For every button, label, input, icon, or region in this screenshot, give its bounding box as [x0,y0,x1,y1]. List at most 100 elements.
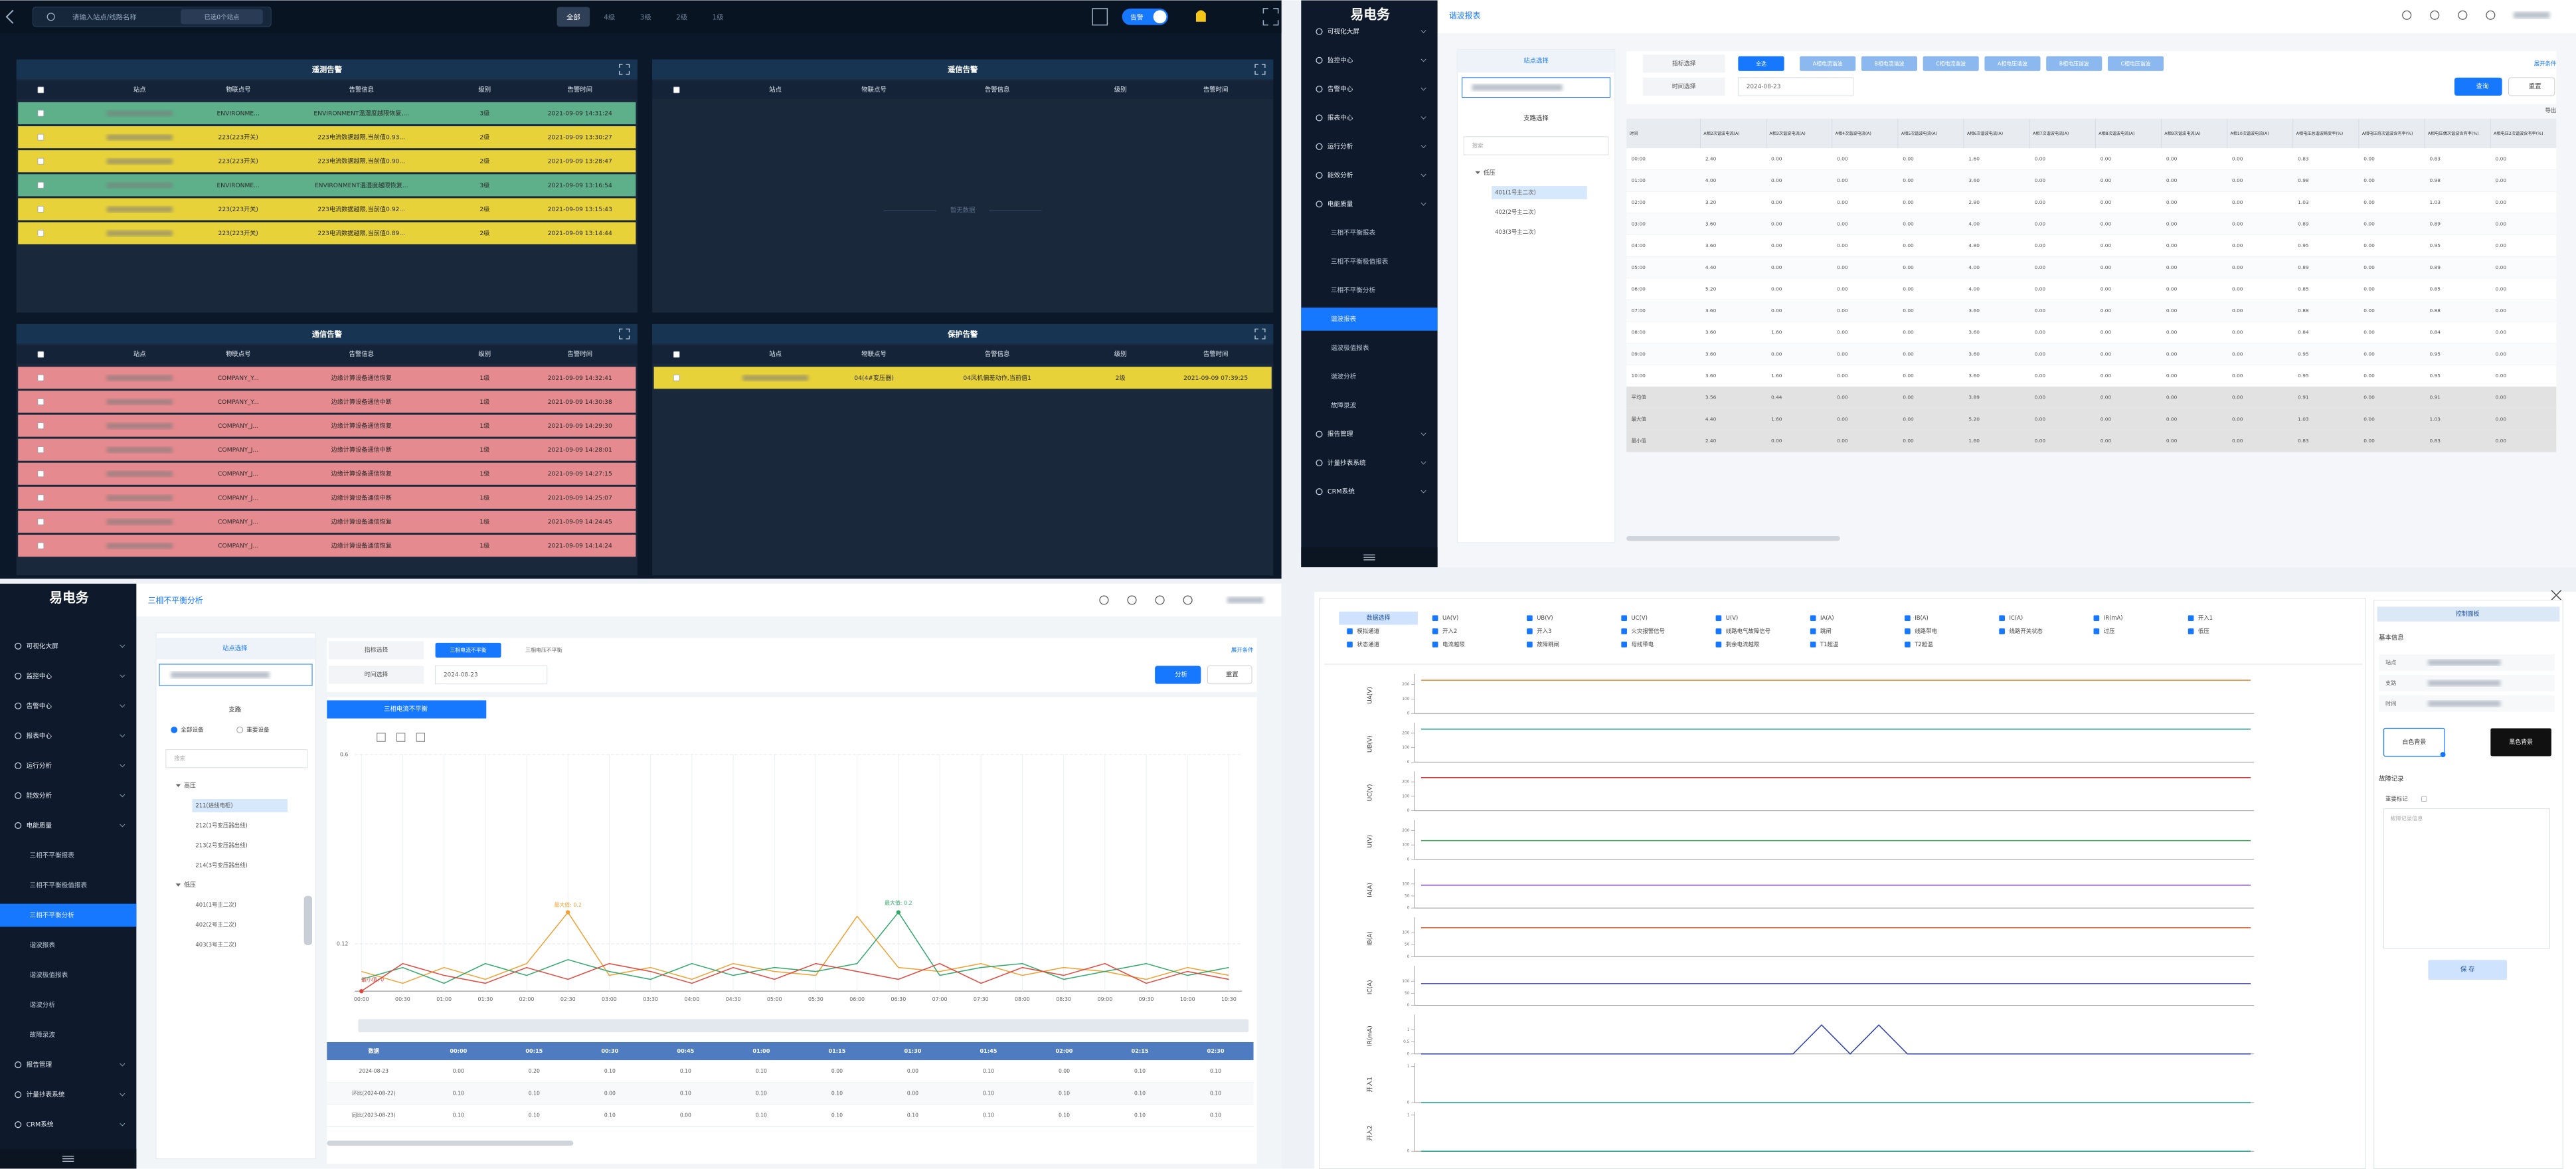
menu-item[interactable]: 计量抄表系统 [27,1091,65,1099]
metric-chip-text[interactable]: 三相电压不平衡 [525,646,562,653]
tree-node[interactable]: 403(3号主二次) [195,941,236,948]
checkbox[interactable] [37,542,44,549]
checkbox[interactable] [37,399,44,405]
reset-button[interactable] [2508,77,2555,96]
menu-item[interactable]: CRM系统 [27,1121,54,1128]
tree-node[interactable]: 401(1号主二次) [195,901,236,908]
white-bg-button[interactable] [2383,727,2445,757]
calendar-icon[interactable] [1092,8,1108,26]
checkbox[interactable] [1810,641,1816,648]
tree-node[interactable]: 211(进线电柜) [195,802,232,808]
fullscreen-icon[interactable] [1262,8,1279,26]
metric-chip[interactable] [2046,56,2103,71]
checkbox[interactable] [1621,641,1627,648]
menu-item[interactable]: 报告管理 [1328,430,1353,438]
tree-node[interactable]: 214(3号变压器出线) [195,861,247,868]
checkbox[interactable] [1432,615,1438,622]
checkbox[interactable] [1432,628,1438,634]
submenu-item[interactable]: 谐波分析 [1331,373,1357,381]
checkbox[interactable] [37,157,44,165]
checkbox[interactable] [1715,615,1722,622]
export-link[interactable]: 导出 [2545,107,2557,114]
checkbox[interactable] [1527,641,1533,648]
submenu-item[interactable]: 三相不平衡报表 [30,852,75,859]
checkbox[interactable] [673,86,680,94]
submenu-item[interactable]: 谐波极值报表 [1331,344,1369,352]
menu-item[interactable]: 可视化大屏 [27,642,58,650]
checkbox[interactable] [1905,615,1911,622]
query-button[interactable] [2454,77,2502,96]
expand-link[interactable]: 展开条件 [1231,646,1254,653]
black-bg-button[interactable] [2490,728,2551,757]
header-icon[interactable] [1127,595,1137,605]
submenu-item[interactable]: 谐波分析 [30,1001,56,1009]
reset-button[interactable] [1207,665,1252,685]
checkbox[interactable] [1999,628,2005,634]
checkbox[interactable] [1432,641,1438,648]
menu-item[interactable]: 报告管理 [27,1061,52,1069]
checkbox[interactable] [673,351,680,358]
submenu-item[interactable]: 谐波报表 [1331,315,1357,323]
radio[interactable] [236,726,244,733]
level-tab[interactable]: 3级 [640,14,652,22]
toolbar-icon[interactable] [377,733,386,742]
header-icon[interactable] [1099,595,1109,605]
checkbox[interactable] [1621,628,1627,634]
expand-link[interactable]: 展开条件 [2534,60,2557,66]
submenu-item[interactable]: 三相不平衡极值报表 [30,881,88,889]
header-icon[interactable] [1155,595,1165,605]
close-icon[interactable] [2551,590,2562,601]
metric-chip[interactable] [1984,56,2041,71]
expand-icon[interactable] [619,328,630,339]
checkbox[interactable] [1621,615,1627,622]
checkbox[interactable] [1527,628,1533,634]
checkbox[interactable] [2188,615,2194,622]
save-button[interactable] [2428,960,2508,980]
checkbox[interactable] [1527,615,1533,622]
menu-item[interactable]: CRM系统 [1328,488,1355,495]
submenu-item[interactable]: 谐波报表 [30,941,56,949]
menu-item[interactable]: 告警中心 [1328,85,1353,93]
checkbox[interactable] [37,230,44,236]
menu-item[interactable]: 电能质量 [1328,200,1353,208]
menu-item[interactable]: 运行分析 [1328,143,1353,151]
date-input[interactable] [435,665,548,685]
toolbar-icon[interactable] [396,733,406,742]
level-tab[interactable]: 全部 [566,13,580,22]
metric-chip[interactable] [1861,56,1917,71]
checkbox[interactable] [1999,615,2005,622]
level-tab[interactable]: 4级 [604,14,616,22]
checkbox[interactable] [37,206,44,213]
menu-item[interactable]: 监控中心 [1328,56,1353,64]
metric-chip[interactable] [435,642,501,658]
checkbox[interactable] [2093,615,2100,622]
expand-icon[interactable] [619,64,630,75]
submenu-item[interactable]: 三相不平衡极值报表 [1331,258,1389,266]
search-box[interactable] [1463,136,1609,155]
menu-item[interactable]: 电能质量 [27,822,52,830]
metric-chip[interactable] [2107,56,2164,71]
tree-node[interactable]: 212(1号变压器出线) [195,822,247,828]
tree-group[interactable]: 低压 [184,881,196,889]
checkbox[interactable] [1347,641,1353,648]
submenu-item[interactable]: 三相不平衡分析 [30,911,75,919]
submenu-item[interactable]: 故障录波 [1331,401,1357,409]
tree-group[interactable]: 高压 [184,782,196,790]
fault-textarea[interactable] [2383,808,2550,949]
date-input[interactable] [1737,77,1853,96]
expand-icon[interactable] [1254,64,1266,75]
bell-icon[interactable] [1195,10,1206,22]
level-tab[interactable]: 2级 [676,14,688,22]
metric-chip[interactable] [1923,56,1979,71]
menu-item[interactable]: 可视化大屏 [1328,28,1359,36]
submenu-item[interactable]: 谐波极值报表 [30,971,68,979]
submenu-item[interactable]: 三相不平衡分析 [1331,286,1376,294]
radio[interactable] [171,726,178,733]
checkbox[interactable] [1810,628,1816,634]
checkbox[interactable] [1810,615,1816,622]
checkbox[interactable] [1905,628,1911,634]
checkbox[interactable] [37,182,44,189]
header-icon[interactable] [2430,10,2440,20]
checkbox[interactable] [37,351,44,358]
checkbox[interactable] [2188,628,2194,634]
